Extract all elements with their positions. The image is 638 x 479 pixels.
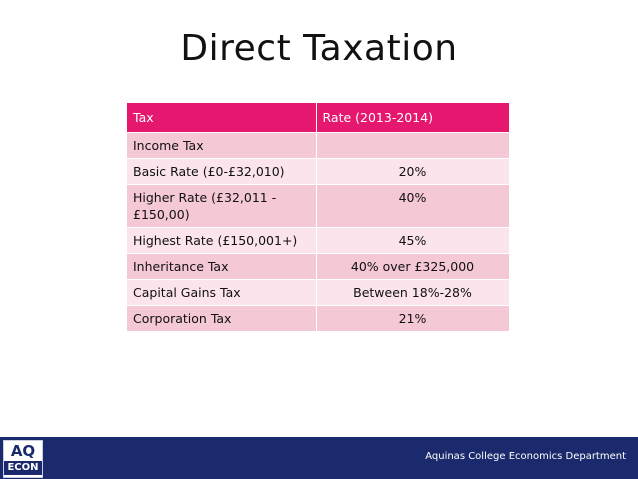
header-rate: Rate (2013-2014) (316, 103, 510, 133)
table-row: Basic Rate (£0-£32,010) 20% (127, 158, 510, 185)
tax-table: Tax Rate (2013-2014) Income Tax Basic Ra… (127, 103, 510, 332)
logo-bottom-text: ECON (4, 461, 42, 475)
tax-cell: Capital Gains Tax (127, 279, 317, 306)
tax-cell: Inheritance Tax (127, 253, 317, 280)
rate-cell: 21% (316, 305, 510, 332)
table-row: Higher Rate (£32,011 - £150,00) 40% (127, 184, 510, 228)
table-row: Capital Gains Tax Between 18%-28% (127, 279, 510, 306)
department-label: Aquinas College Economics Department (425, 451, 626, 462)
tax-cell: Income Tax (127, 132, 317, 159)
table-row: Income Tax (127, 132, 510, 159)
table-header-row: Tax Rate (2013-2014) (127, 103, 510, 133)
tax-cell: Basic Rate (£0-£32,010) (127, 158, 317, 185)
rate-cell: 45% (316, 227, 510, 254)
tax-cell: Corporation Tax (127, 305, 317, 332)
header-tax: Tax (127, 103, 317, 133)
tax-cell: Higher Rate (£32,011 - £150,00) (127, 184, 317, 228)
rate-cell: 20% (316, 158, 510, 185)
rate-cell: Between 18%-28% (316, 279, 510, 306)
rate-cell: 40% over £325,000 (316, 253, 510, 280)
table-row: Corporation Tax 21% (127, 305, 510, 332)
footer-bar: AQ ECON Aquinas College Economics Depart… (0, 437, 638, 479)
tax-cell: Highest Rate (£150,001+) (127, 227, 317, 254)
slide-title: Direct Taxation (180, 28, 458, 69)
table-row: Inheritance Tax 40% over £325,000 (127, 253, 510, 280)
rate-cell: 40% (316, 184, 510, 228)
table-row: Highest Rate (£150,001+) 45% (127, 227, 510, 254)
logo-top-text: AQ (10, 442, 36, 460)
rate-cell (316, 132, 510, 159)
aq-econ-logo: AQ ECON (3, 440, 43, 478)
